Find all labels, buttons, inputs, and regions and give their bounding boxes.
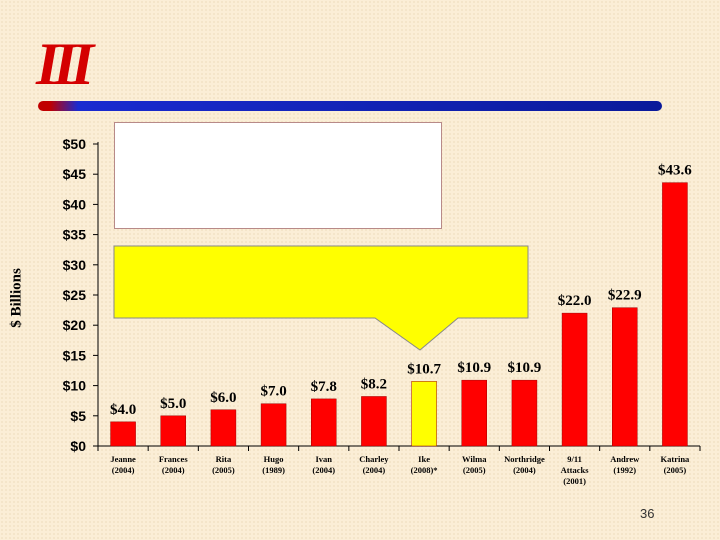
y-tick-label: $0 xyxy=(70,438,86,454)
category-label: (2004) xyxy=(513,465,536,475)
bar xyxy=(210,409,237,447)
slide-number: 36 xyxy=(640,506,655,521)
value-label: $5.0 xyxy=(160,396,186,412)
bar xyxy=(511,379,538,447)
category-label: Hugo xyxy=(264,454,284,464)
category-label: Charley xyxy=(359,454,389,464)
category-label: (2008)* xyxy=(411,465,438,475)
category-label: (2004) xyxy=(363,465,386,475)
category-label: (2004) xyxy=(112,465,135,475)
category-label: Rita xyxy=(216,454,232,464)
value-label: $10.7 xyxy=(407,361,441,377)
value-label: $7.8 xyxy=(311,379,337,395)
iii-logo: III xyxy=(36,31,94,97)
callout-bubble xyxy=(113,245,529,351)
category-label: (2005) xyxy=(664,465,687,475)
white-text-box xyxy=(114,122,442,229)
y-tick-label: $40 xyxy=(63,196,87,212)
y-tick-label: $50 xyxy=(63,136,87,152)
bar xyxy=(361,396,387,447)
bar xyxy=(160,415,186,447)
category-label: 9/11 xyxy=(567,454,582,464)
bar xyxy=(561,312,588,447)
y-tick-label: $45 xyxy=(63,166,87,182)
value-label: $22.9 xyxy=(608,288,642,304)
category-label: (2005) xyxy=(463,465,486,475)
category-label: Wilma xyxy=(462,454,487,464)
bar xyxy=(311,398,337,447)
bar xyxy=(612,307,638,447)
y-tick-label: $10 xyxy=(63,378,87,394)
value-label: $10.9 xyxy=(457,360,491,376)
y-tick-label: $35 xyxy=(63,227,87,243)
category-label: (2004) xyxy=(312,465,335,475)
bar xyxy=(260,403,287,447)
y-tick-label: $20 xyxy=(63,317,87,333)
category-label: Andrew xyxy=(610,454,640,464)
value-label: $6.0 xyxy=(210,390,236,406)
y-tick-label: $15 xyxy=(63,347,87,363)
bar xyxy=(110,421,136,447)
value-label: $43.6 xyxy=(658,163,692,179)
value-label: $8.2 xyxy=(361,376,387,392)
category-label: Ivan xyxy=(315,454,332,464)
bar xyxy=(461,379,487,447)
category-label: Jeanne xyxy=(110,454,136,464)
ike-callout xyxy=(113,245,529,351)
header-rule xyxy=(38,101,662,111)
category-label: (2004) xyxy=(162,465,185,475)
value-label: $4.0 xyxy=(110,402,136,418)
value-label: $7.0 xyxy=(260,384,286,400)
category-label: Frances xyxy=(159,454,188,464)
value-label: $22.0 xyxy=(558,293,592,309)
bar xyxy=(411,381,437,447)
iii-logo-text: III xyxy=(36,31,94,97)
category-label: (2001) xyxy=(563,476,586,486)
chart-axes: $0 $5 $10 $15 $20 $25 $30 $35 $40 $45 $50 xyxy=(63,136,701,454)
y-tick-label: $30 xyxy=(63,257,87,273)
value-label: $10.9 xyxy=(508,360,542,376)
bar xyxy=(662,182,688,447)
chart-bars xyxy=(110,182,688,447)
category-label: (2005) xyxy=(212,465,235,475)
category-label: Northridge xyxy=(504,454,545,464)
category-label: Katrina xyxy=(661,454,691,464)
y-tick-label: $5 xyxy=(70,408,86,424)
category-label: (1989) xyxy=(262,465,285,475)
chart-labels: $4.0Jeanne(2004)$5.0Frances(2004)$6.0Rit… xyxy=(110,163,692,486)
y-tick-label: $25 xyxy=(63,287,87,303)
category-label: Attacks xyxy=(561,465,590,475)
category-label: Ike xyxy=(418,454,430,464)
category-label: (1992) xyxy=(613,465,636,475)
